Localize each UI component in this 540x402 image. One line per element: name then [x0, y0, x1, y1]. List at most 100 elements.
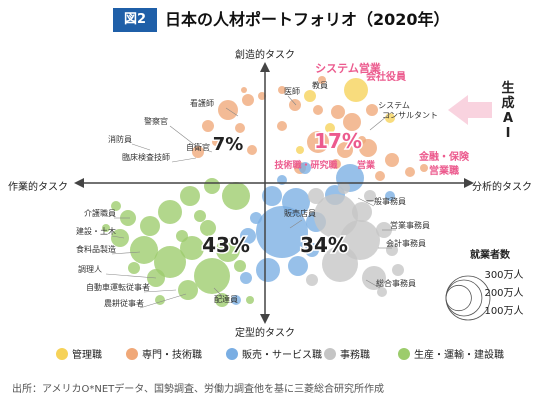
bubble-53 [352, 202, 372, 222]
bubble-69 [130, 236, 158, 264]
leader-line-3 [225, 107, 239, 117]
axis-arrow-down-icon [260, 314, 270, 324]
category-legend: 管理職 専門・技術職 販売・サービス職 事務職 生産・運輸・建設職 [56, 348, 504, 361]
legend-label: 事務職 [340, 348, 370, 361]
bubble-83 [155, 295, 165, 305]
bubble-27 [375, 171, 385, 181]
occupation-label: 消防員 [108, 134, 132, 144]
bubble-45 [240, 272, 252, 284]
bubble-39 [256, 206, 308, 258]
axis-arrow-right-icon [464, 178, 474, 188]
leader-line-6 [205, 149, 213, 153]
figure-header: 図2 日本の人材ポートフォリオ（2020年） [0, 0, 540, 40]
bubble-64 [180, 186, 200, 206]
legend-label: 専門・技術職 [142, 348, 202, 361]
occupation-label: 医師 [284, 86, 300, 96]
bubble-61 [306, 274, 318, 286]
bubble-10 [366, 104, 378, 116]
bubble-1 [344, 78, 368, 102]
bubble-16 [218, 100, 238, 120]
size-legend-label: 200万人 [484, 287, 523, 299]
bubble-75 [178, 280, 198, 300]
occupation-label: 食料品製造 [76, 244, 116, 254]
share-label: 34% [300, 233, 348, 257]
legend-label: 販売・サービス職 [242, 348, 322, 361]
bubble-42 [240, 228, 256, 244]
figure-title: 日本の人材ポートフォリオ（2020年） [165, 10, 450, 29]
bubble-35 [299, 162, 311, 174]
bubble-15 [405, 167, 415, 177]
occupation-label: 営業事務員 [390, 220, 430, 230]
leader-line-18 [139, 293, 187, 309]
figure-badge: 図2 [113, 8, 157, 32]
bubble-65 [158, 200, 182, 224]
bubble-78 [215, 293, 229, 307]
bubble-9 [343, 113, 361, 131]
occupation-label: 技術職・研究職 [274, 159, 337, 171]
bubble-68 [111, 229, 129, 247]
leader-line-15 [111, 251, 141, 255]
bubble-11 [307, 131, 329, 153]
bubble-77 [128, 262, 140, 274]
bubble-84 [102, 224, 110, 232]
size-legend-circle-2 [445, 279, 483, 317]
occupation-label: 警察官 [144, 116, 168, 126]
occupation-label: 営業職 [429, 164, 459, 177]
ai-arrow-label: 生成 A I [501, 80, 514, 141]
bubble-73 [216, 238, 240, 262]
bubble-56 [338, 182, 350, 194]
bubble-70 [154, 246, 186, 278]
bubble-24 [247, 145, 257, 155]
occupation-label: 調理人 [78, 264, 102, 274]
bubble-79 [234, 260, 246, 272]
occupation-label: 一般事務員 [366, 196, 406, 206]
occupation-label: 看護師 [190, 98, 214, 108]
bubble-48 [385, 191, 395, 201]
occupation-label: 介護職員 [84, 208, 116, 218]
size-legend-label: 300万人 [484, 269, 523, 281]
bubble-14 [385, 153, 399, 167]
bubble-60 [377, 287, 387, 297]
axis-label-top: 創造的タスク [235, 48, 295, 61]
bubble-12 [337, 142, 353, 158]
size-legend: 就業者数 300万人 200万人 100万人 [445, 248, 524, 321]
bubble-43 [256, 258, 280, 282]
occupation-label: 会計事務員 [386, 238, 426, 248]
bubble-17 [242, 94, 254, 106]
bubble-2 [304, 90, 316, 102]
axis-label-bottom: 定型的タスク [235, 326, 295, 339]
bubble-28 [258, 92, 266, 100]
bubble-7 [313, 105, 323, 115]
bubble-82 [176, 230, 188, 242]
bubble-72 [200, 220, 216, 236]
occupation-label: 金融・保険 [418, 150, 470, 163]
occupation-label: 会社役員 [366, 70, 406, 83]
share-label: 7% [213, 134, 244, 155]
bubble-8 [331, 105, 345, 119]
bubble-57 [364, 190, 376, 202]
bubble-20 [192, 146, 204, 158]
size-legend-title: 就業者数 [470, 248, 511, 261]
legend-swatch-1 [56, 348, 68, 360]
leader-line-16 [105, 273, 157, 279]
bubble-47 [231, 295, 241, 305]
bubble-58 [386, 244, 398, 256]
size-legend-circle-1 [445, 275, 491, 321]
legend-swatch-4 [324, 348, 336, 360]
bubble-55 [308, 188, 324, 204]
bubble-21 [277, 121, 287, 131]
occupation-label: 教員 [312, 80, 328, 90]
share-label: 43% [202, 233, 250, 257]
bubble-25 [212, 138, 220, 146]
bubble-30 [241, 87, 247, 93]
bubble-80 [111, 201, 121, 211]
bubbles-layer [102, 76, 428, 307]
occupation-label: 農耕従事者 [104, 298, 144, 308]
leader-line-11 [365, 279, 381, 289]
occupation-label: 営業 [357, 159, 376, 171]
size-legend-label: 100万人 [484, 305, 523, 317]
legend-swatch-5 [398, 348, 410, 360]
size-legend-circle-3 [445, 284, 472, 312]
